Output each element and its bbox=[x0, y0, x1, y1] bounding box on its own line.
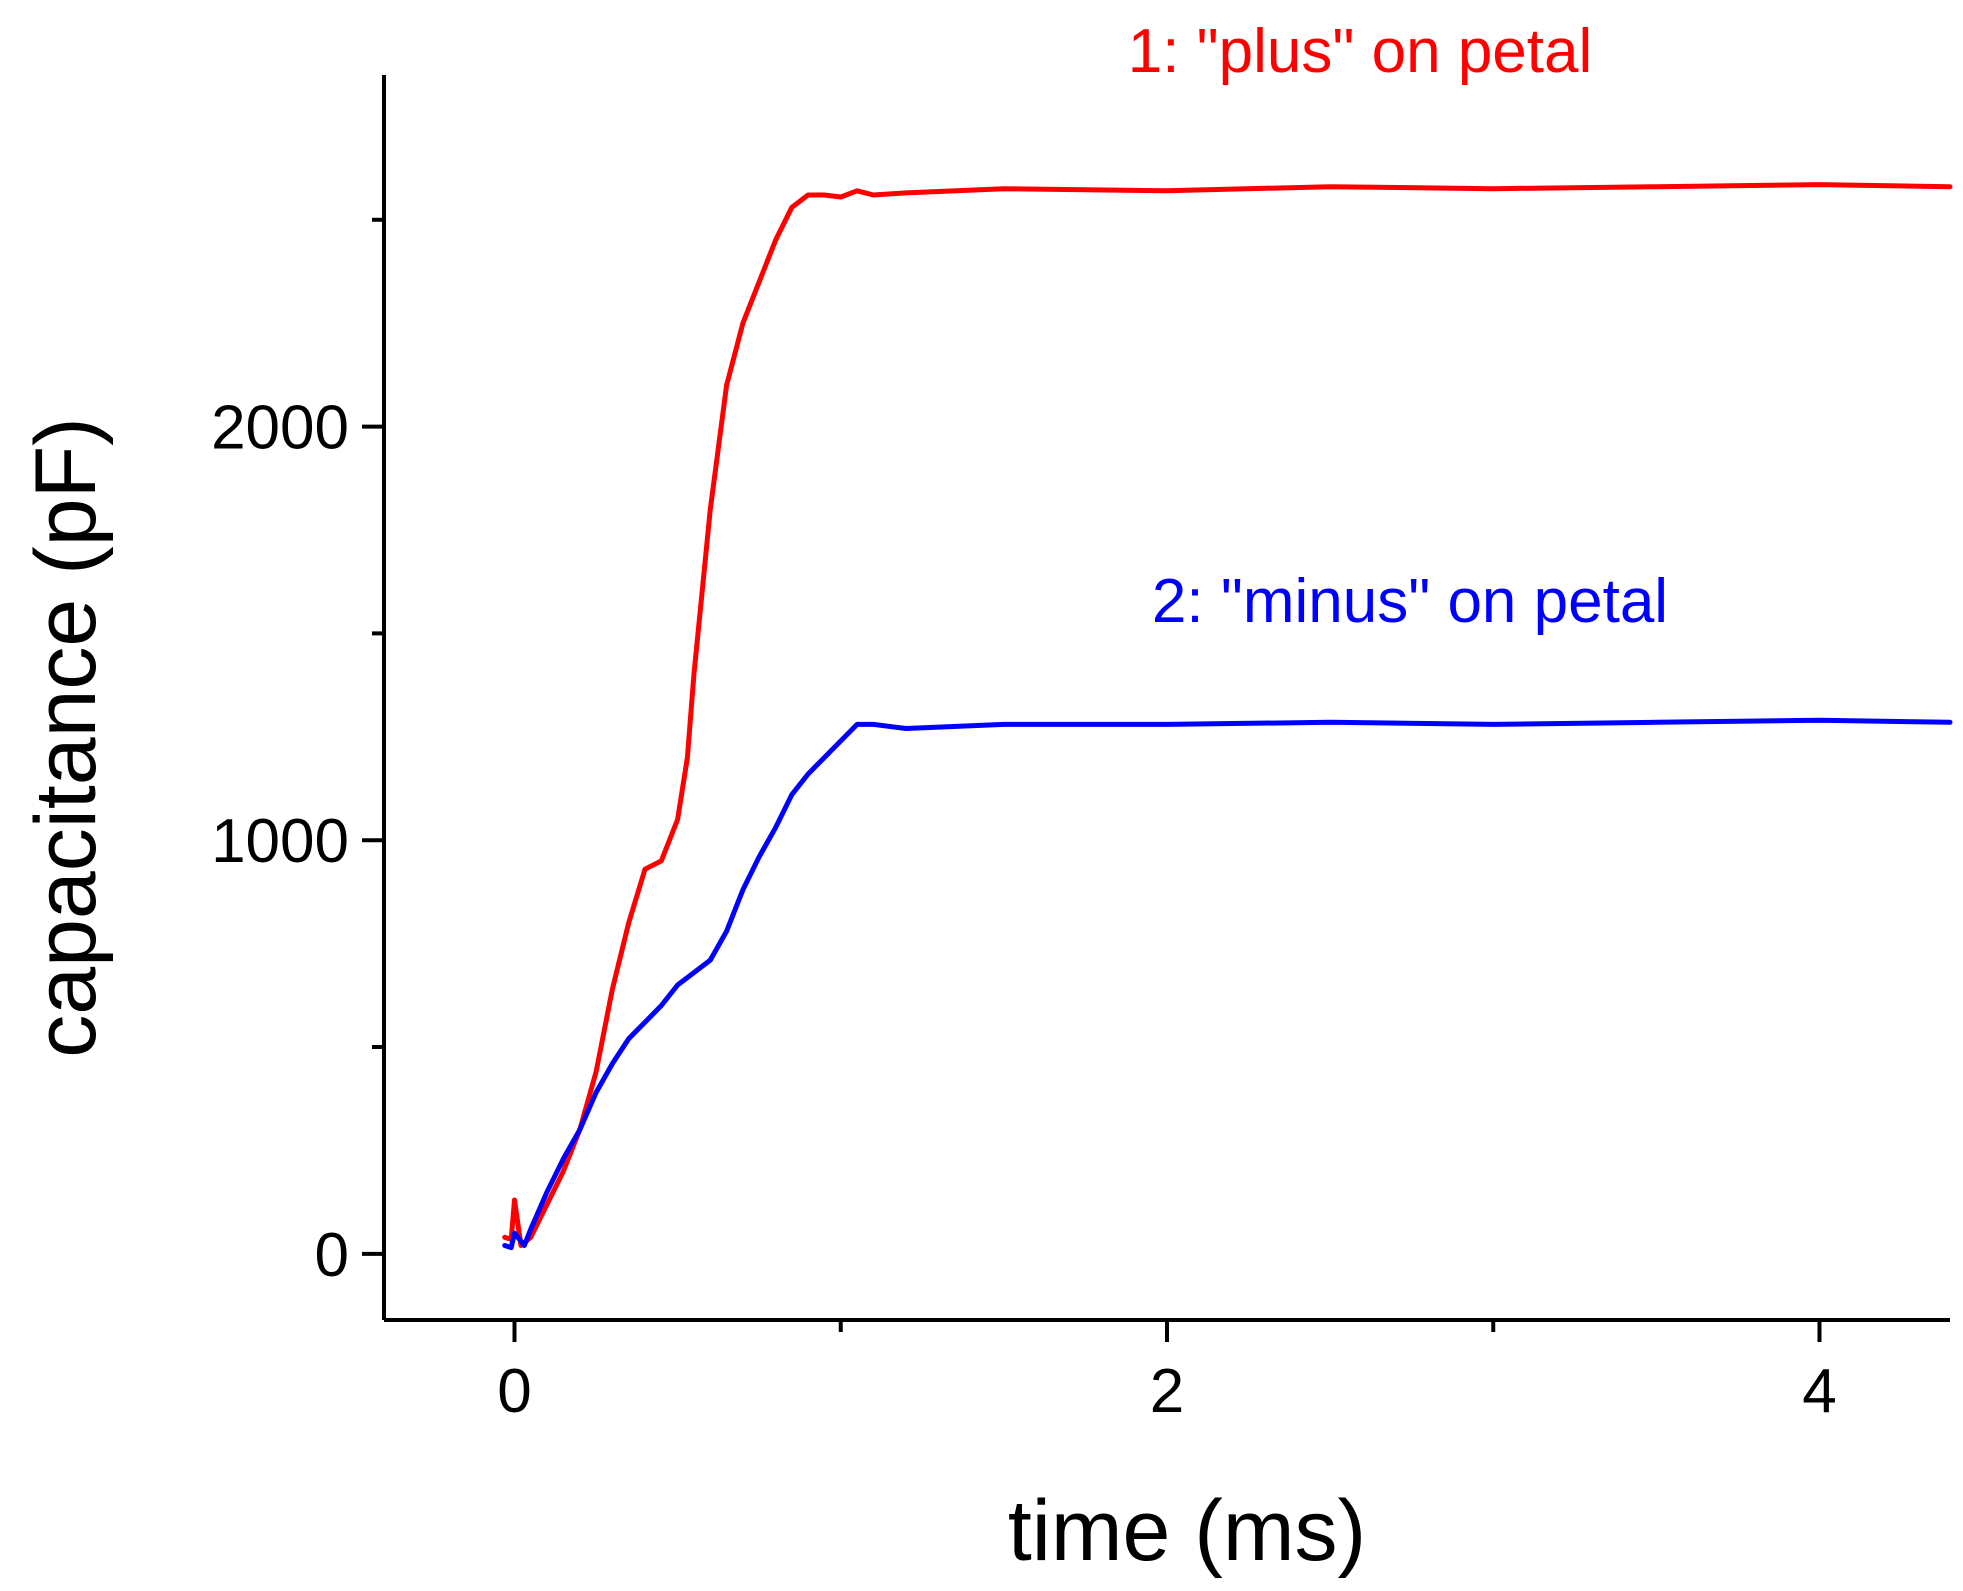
x-tick-label: 2 bbox=[1150, 1357, 1184, 1426]
y-axis-label: capacitance (pF) bbox=[18, 417, 114, 1058]
y-tick-label: 1000 bbox=[211, 807, 349, 876]
y-axis-ticks: 0 1000 2000 bbox=[211, 217, 384, 1290]
x-tick-label: 4 bbox=[1802, 1357, 1836, 1426]
x-tick-label: 0 bbox=[497, 1357, 531, 1426]
x-axis-label: time (ms) bbox=[1008, 1483, 1366, 1579]
series-label-minus: 2: "minus" on petal bbox=[1152, 567, 1668, 636]
series-line-plus bbox=[502, 182, 1953, 1248]
series-label-plus: 1: "plus" on petal bbox=[1128, 17, 1593, 86]
series-line-minus bbox=[502, 717, 1953, 1251]
y-tick-label: 2000 bbox=[211, 394, 349, 463]
y-tick-label: 0 bbox=[315, 1221, 349, 1290]
series-group bbox=[502, 182, 1953, 1251]
x-axis-ticks: 0 2 4 bbox=[497, 1320, 1837, 1426]
